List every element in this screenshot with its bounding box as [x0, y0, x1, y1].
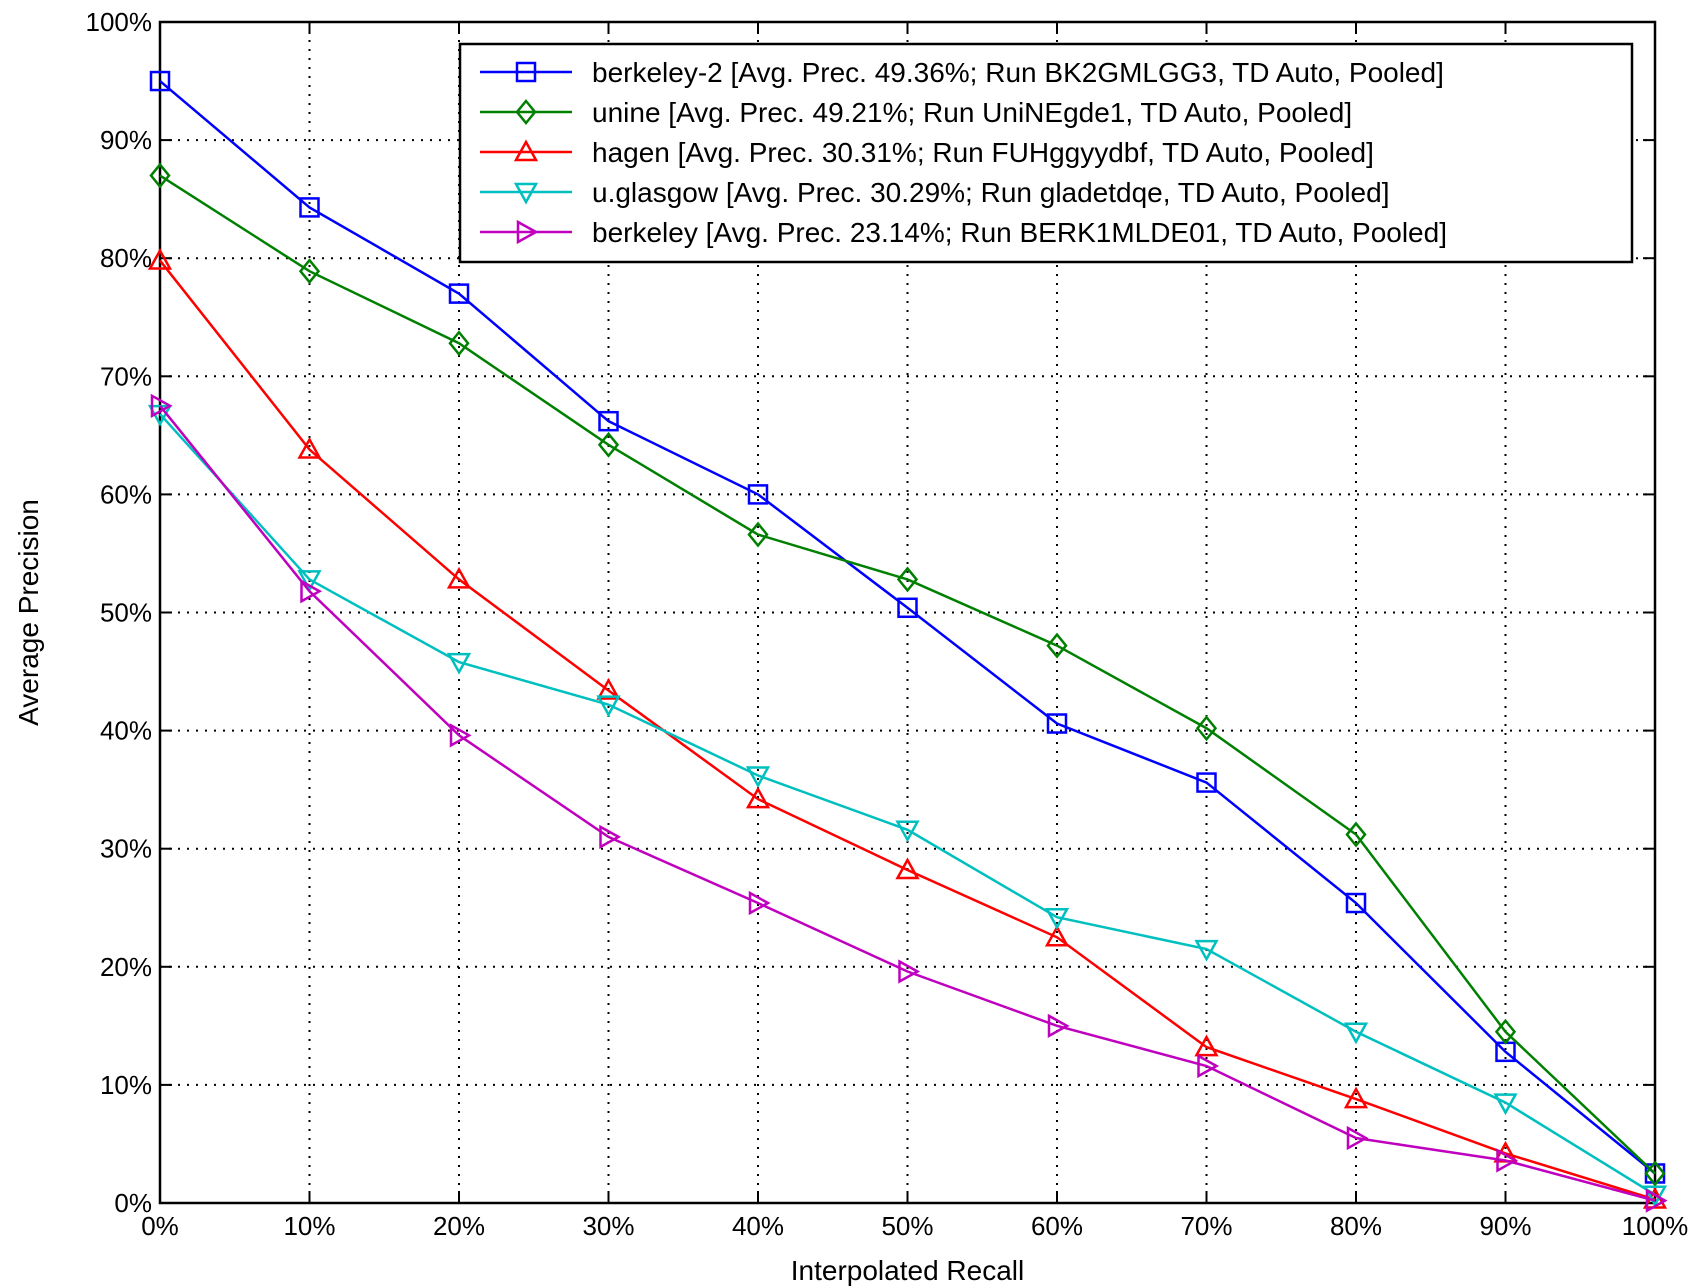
data-point-triangle-down — [1493, 1093, 1518, 1116]
data-point-triangle-right — [1346, 1125, 1369, 1151]
x-tick-label: 80% — [1330, 1211, 1382, 1241]
data-point-triangle-down — [1194, 939, 1219, 962]
y-tick-label: 100% — [86, 7, 153, 37]
y-tick-label: 40% — [100, 716, 152, 746]
data-point-diamond — [1046, 632, 1068, 659]
data-point-triangle-up — [1044, 924, 1070, 947]
data-point-triangle-right — [898, 959, 921, 984]
data-point-triangle-up — [895, 857, 920, 880]
data-point-diamond — [298, 258, 321, 285]
y-tick-label: 90% — [100, 125, 152, 155]
data-point-triangle-right — [599, 824, 622, 850]
x-tick-label: 0% — [141, 1211, 179, 1241]
legend: berkeley-2 [Avg. Prec. 49.36%; Run BK2GM… — [458, 42, 1634, 264]
data-point-triangle-down — [596, 695, 621, 718]
series-3 — [147, 247, 1668, 1209]
data-point-triangle-right — [1645, 1188, 1668, 1213]
y-tick-label: 60% — [100, 479, 152, 509]
series-line — [159, 259, 1656, 1201]
x-axis-title: Interpolated Recall — [791, 1255, 1024, 1286]
data-point-square — [1196, 772, 1217, 793]
x-tick-label: 10% — [283, 1211, 335, 1241]
data-point-triangle-down — [1343, 1022, 1369, 1045]
series-line — [159, 80, 1656, 1175]
data-point-square — [515, 61, 537, 83]
series-line — [159, 174, 1656, 1175]
data-point-diamond — [1644, 1160, 1666, 1187]
data-point-triangle-right — [1496, 1148, 1519, 1173]
x-tick-label: 20% — [433, 1211, 485, 1241]
data-point-diamond — [896, 566, 919, 593]
data-point-triangle-up — [745, 786, 771, 809]
data-point-triangle-up — [147, 247, 173, 270]
data-point-square — [897, 597, 918, 619]
legend-entry-label: berkeley-2 [Avg. Prec. 49.36%; Run BK2GM… — [592, 57, 1444, 88]
y-tick-label: 0% — [114, 1188, 152, 1218]
series-2 — [149, 162, 1666, 1187]
data-point-triangle-right — [748, 890, 771, 916]
data-point-triangle-right — [1047, 1013, 1070, 1038]
data-point-triangle-right — [1197, 1053, 1220, 1079]
y-tick-label: 50% — [100, 598, 152, 628]
data-point-triangle-up — [596, 677, 621, 700]
y-tick-label: 70% — [100, 361, 152, 391]
data-point-diamond — [149, 162, 171, 189]
data-point-square — [149, 70, 171, 92]
data-point-triangle-right — [300, 579, 323, 604]
data-point-diamond — [1494, 1018, 1517, 1045]
data-point-triangle-down — [745, 766, 771, 789]
data-point-diamond — [1195, 715, 1218, 742]
data-point-triangle-down — [1642, 1185, 1668, 1208]
data-point-triangle-up — [513, 139, 539, 162]
x-tick-label: 90% — [1479, 1211, 1531, 1241]
data-point-triangle-down — [895, 820, 920, 843]
data-point-square — [299, 197, 320, 218]
data-point-diamond — [448, 330, 470, 357]
y-tick-label: 30% — [100, 834, 152, 864]
data-point-triangle-down — [297, 570, 322, 593]
axis-ticks: 0% 10% 20% 30% 40% 50% 60% 70% 80% 90% 100% 0% 10% 20… — [86, 7, 1689, 1241]
x-tick-label: 50% — [881, 1211, 933, 1241]
data-point-diamond — [515, 99, 537, 125]
data-point-diamond — [1345, 821, 1367, 848]
y-tick-label: 20% — [100, 952, 152, 982]
legend-entry-label: berkeley [Avg. Prec. 23.14%; Run BERK1ML… — [592, 217, 1447, 248]
legend-entry-label: hagen [Avg. Prec. 30.31%; Run FUHggyydbf… — [592, 137, 1374, 168]
data-point-triangle-up — [1343, 1086, 1369, 1109]
x-tick-label: 60% — [1031, 1211, 1083, 1241]
data-point-square — [598, 410, 619, 432]
data-point-triangle-down — [1044, 907, 1070, 930]
series-5 — [150, 393, 1668, 1213]
data-point-triangle-right — [516, 219, 539, 245]
data-point-triangle-right — [150, 393, 173, 418]
data-point-diamond — [747, 521, 769, 548]
y-axis-title: Average Precision — [13, 499, 44, 726]
y-tick-label: 10% — [100, 1070, 152, 1100]
data-point-triangle-up — [1194, 1034, 1219, 1057]
x-tick-label: 100% — [1622, 1211, 1689, 1241]
legend-entry-label: u.glasgow [Avg. Prec. 30.29%; Run gladet… — [592, 177, 1389, 208]
series-group — [147, 70, 1668, 1213]
x-tick-label: 40% — [732, 1211, 784, 1241]
data-point-square — [1046, 713, 1068, 734]
x-tick-label: 30% — [582, 1211, 634, 1241]
data-point-square — [1345, 892, 1367, 914]
legend-box — [458, 42, 1634, 264]
data-point-triangle-down — [446, 652, 472, 675]
series-line — [159, 405, 1656, 1202]
data-point-diamond — [597, 431, 620, 458]
series-line — [159, 413, 1656, 1196]
data-point-triangle-up — [446, 566, 472, 589]
data-point-square — [747, 484, 769, 505]
x-tick-label: 70% — [1180, 1211, 1232, 1241]
legend-entry-label: unine [Avg. Prec. 49.21%; Run UniNEgde1,… — [592, 97, 1352, 128]
y-tick-label: 80% — [100, 243, 152, 273]
data-point-square — [448, 283, 470, 304]
series-4 — [147, 404, 1668, 1208]
data-point-triangle-up — [297, 436, 322, 459]
data-point-triangle-right — [449, 723, 472, 748]
data-point-triangle-down — [513, 182, 539, 205]
